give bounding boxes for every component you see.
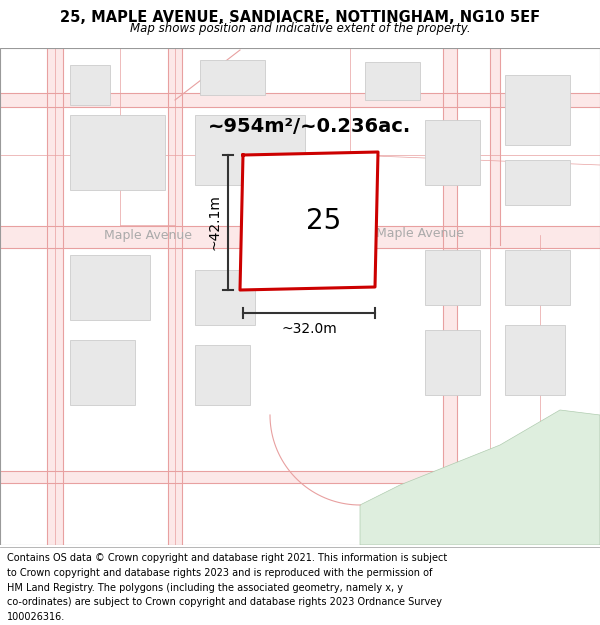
Bar (70, 115, 165, 190)
Bar (505, 325, 565, 395)
Bar (505, 75, 570, 145)
Bar (425, 250, 480, 305)
Text: 25, MAPLE AVENUE, SANDIACRE, NOTTINGHAM, NG10 5EF: 25, MAPLE AVENUE, SANDIACRE, NOTTINGHAM,… (60, 9, 540, 24)
Text: 25: 25 (307, 207, 341, 235)
Text: HM Land Registry. The polygons (including the associated geometry, namely x, y: HM Land Registry. The polygons (includin… (7, 582, 403, 592)
Bar (443, 48, 457, 545)
Bar (0, 471, 600, 483)
Bar (195, 115, 305, 185)
Bar (195, 270, 255, 325)
Bar (365, 62, 420, 100)
Bar (70, 65, 110, 105)
Polygon shape (240, 152, 378, 290)
Bar (168, 48, 182, 545)
Bar (195, 345, 250, 405)
Bar (425, 330, 480, 395)
Bar (490, 48, 500, 245)
Text: Map shows position and indicative extent of the property.: Map shows position and indicative extent… (130, 21, 470, 34)
Text: co-ordinates) are subject to Crown copyright and database rights 2023 Ordnance S: co-ordinates) are subject to Crown copyr… (7, 598, 442, 608)
Bar (70, 340, 135, 405)
Text: ~32.0m: ~32.0m (281, 322, 337, 336)
Bar (70, 255, 150, 320)
Bar (0, 226, 600, 248)
Text: to Crown copyright and database rights 2023 and is reproduced with the permissio: to Crown copyright and database rights 2… (7, 568, 433, 578)
Text: Maple Avenue: Maple Avenue (104, 229, 192, 241)
Bar (425, 120, 480, 185)
Text: Maple Avenue: Maple Avenue (376, 226, 464, 239)
Bar (0, 93, 600, 107)
Bar (505, 160, 570, 205)
Bar (200, 60, 265, 95)
Polygon shape (360, 410, 600, 545)
Text: ~42.1m: ~42.1m (207, 194, 221, 251)
Bar (505, 250, 570, 305)
Text: 100026316.: 100026316. (7, 612, 65, 622)
Text: ~954m²/~0.236ac.: ~954m²/~0.236ac. (208, 118, 412, 136)
Bar (47, 48, 63, 545)
Text: Contains OS data © Crown copyright and database right 2021. This information is : Contains OS data © Crown copyright and d… (7, 553, 448, 563)
